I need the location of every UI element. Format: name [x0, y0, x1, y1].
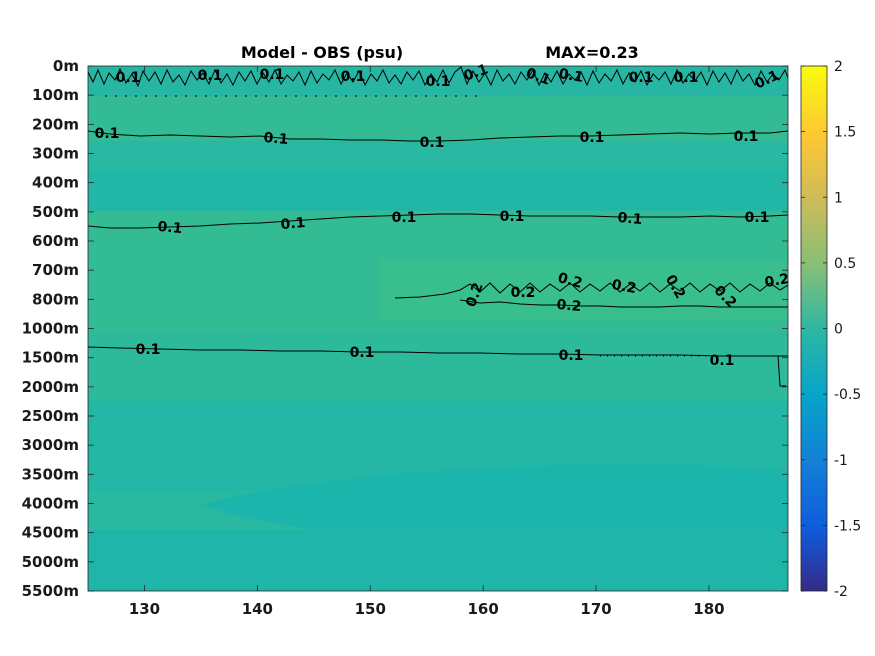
contour-label: 0.1 [116, 70, 141, 86]
y-tick-label: 0m [53, 57, 79, 75]
contour-label: 0.1 [198, 68, 223, 84]
y-tick-label: 300m [32, 145, 79, 163]
y-tick-label: 2500m [22, 407, 79, 425]
x-tick-label: 160 [468, 600, 499, 618]
x-tick-label: 180 [693, 600, 724, 618]
x-tick-label: 140 [242, 600, 273, 618]
colorbar-tick-label: -0.5 [834, 387, 861, 403]
contour-label: 0.1 [559, 348, 584, 364]
contour-label: 0.1 [263, 130, 289, 148]
contour-label: 0.2 [610, 277, 637, 297]
contour-label: 0.1 [426, 74, 451, 90]
contour-label: 0.2 [763, 271, 790, 291]
y-tick-label: 5000m [22, 553, 79, 571]
y-tick-label: 800m [32, 290, 79, 308]
y-tick-label: 3500m [22, 465, 79, 483]
y-tick-label: 4000m [22, 495, 79, 513]
x-tick-label: 150 [355, 600, 386, 618]
colorbar-tick-label: 2 [834, 59, 843, 75]
x-tick-label: 170 [580, 600, 611, 618]
contour-lines [88, 66, 788, 387]
contour-label: 0.1 [629, 70, 654, 86]
contour-label: 0.1 [500, 209, 525, 225]
colorbar-tick-label: -2 [834, 584, 848, 600]
contour-label: 0.1 [674, 70, 699, 86]
y-tick-label: 4500m [22, 524, 79, 542]
contour-label: 0.1 [157, 219, 183, 237]
colorbar-tick-label: 0 [834, 322, 843, 338]
y-tick-label: 200m [32, 115, 79, 133]
contour-line-250m [88, 130, 788, 142]
y-tick-label: 400m [32, 174, 79, 192]
contour-labels: 0.1 0.1 0.1 0.1 0.1 0.1 0.1 0.1 0.1 0.1 0.10.1 0.1 0… [95, 61, 791, 369]
y-tick-label: 600m [32, 232, 79, 250]
colorbar-tick-label: -1 [834, 453, 848, 469]
colorbar-ticks: 2 1.5 1 0.5 0 -0.5 -1 -1.5 -2 [801, 59, 861, 600]
contour-label: 0.2 [511, 285, 536, 301]
y-tick-label: 1500m [22, 349, 79, 367]
contour-label: 0.1 [136, 342, 161, 358]
contour-label: 0.2 [463, 281, 487, 310]
y-tick-label: 2000m [22, 378, 79, 396]
contour-label: 0.2 [556, 270, 584, 292]
contour-label: 0.1 [580, 130, 605, 146]
contour-label: 0.2 [556, 297, 582, 315]
y-tick-label: 5500m [22, 582, 79, 600]
contour-label: 0.1 [524, 65, 553, 89]
contour-label: 0.1 [557, 66, 584, 86]
contour-line-1500m [88, 346, 788, 357]
colorbar-tick-label: 0.5 [834, 256, 856, 272]
contour-label: 0.1 [392, 210, 417, 226]
heatmap-field [88, 66, 788, 591]
contour-label: 0.1 [617, 210, 643, 228]
contour-line-2000m-spike [777, 355, 786, 387]
contour-line-800m-a [394, 282, 788, 299]
contour-label: 0.1 [95, 126, 120, 142]
y-tick-label: 500m [32, 203, 79, 221]
contour-label: 0.1 [420, 135, 445, 151]
colorbar-tick-label: 1.5 [834, 125, 856, 141]
contour-line-50m [88, 66, 788, 88]
contour-label: 0.1 [710, 353, 735, 369]
y-tick-label: 700m [32, 261, 79, 279]
colorbar-tick-label: -1.5 [834, 518, 861, 534]
y-axis: 0m 100m 200m 300m 400m 500m 600m 700m 800m 1000m 1… [22, 57, 788, 600]
contour-label: 0.1 [745, 210, 770, 226]
x-axis: 130 140 150 160 170 180 [129, 66, 725, 618]
colorbar-tick-label: 1 [834, 190, 843, 206]
y-tick-label: 3000m [22, 436, 79, 454]
contour-line-550m [88, 213, 788, 229]
contour-label: 0.1 [260, 67, 285, 83]
contour-label: 0.1 [341, 69, 366, 85]
contour-label: 0.1 [734, 129, 759, 145]
contour-label: 0.1 [350, 345, 375, 361]
y-tick-label: 1000m [22, 320, 79, 338]
contour-label: 0.1 [280, 215, 306, 233]
contour-line-800m-b [459, 299, 788, 308]
max-annotation: MAX=0.23 [545, 43, 639, 62]
x-tick-label: 130 [129, 600, 160, 618]
y-tick-label: 100m [32, 86, 79, 104]
chart-title: Model - OBS (psu) [241, 43, 403, 62]
